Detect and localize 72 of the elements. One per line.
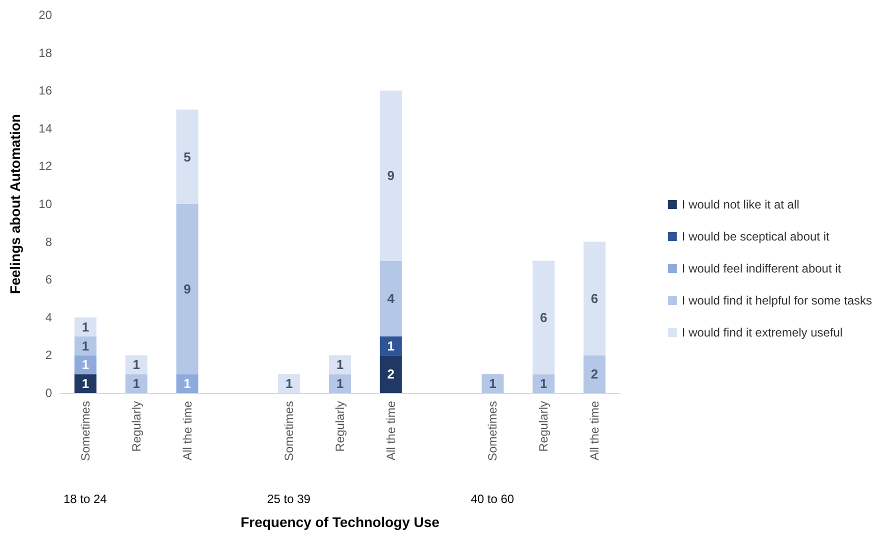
y-tick-label: 16 — [38, 84, 52, 98]
data-label: 1 — [82, 319, 90, 334]
y-tick-label: 0 — [45, 386, 52, 400]
legend-label: I would be sceptical about it — [682, 230, 830, 244]
data-label: 1 — [489, 376, 496, 392]
data-label: 1 — [82, 376, 90, 392]
bar — [176, 110, 198, 204]
data-label: 1 — [387, 338, 395, 354]
y-tick-label: 8 — [45, 234, 52, 249]
bar — [584, 242, 606, 356]
y-axis-title: Feelings about Automation — [7, 114, 23, 294]
bar — [380, 260, 402, 336]
y-tick-label: 12 — [38, 159, 52, 174]
x-tick-label: Sometimes — [282, 401, 296, 462]
bar — [74, 374, 96, 393]
y-tick-label: 14 — [38, 121, 52, 136]
y-tick-label: 6 — [45, 272, 52, 287]
text: 18 to 24 — [63, 492, 108, 506]
bar — [176, 374, 198, 393]
bar — [176, 204, 198, 374]
bar — [329, 355, 351, 374]
data-label: 1 — [285, 376, 293, 392]
bar — [125, 374, 148, 393]
x-tick-label: Regularly — [333, 401, 347, 452]
data-label: 9 — [387, 168, 395, 184]
legend-label: I would feel indifferent about it — [682, 262, 842, 276]
data-label: 1 — [132, 376, 140, 392]
x-tick-label: All the time — [180, 400, 194, 460]
bar — [125, 355, 148, 374]
data-label: 1 — [336, 376, 344, 392]
x-tick-label: Sometimes — [78, 401, 92, 462]
bar — [380, 336, 402, 356]
data-label: 1 — [132, 357, 140, 372]
data-label: 4 — [387, 291, 396, 306]
legend-label: I would not like it at all — [682, 198, 800, 212]
x-tick-label: All the time — [588, 400, 602, 460]
data-label: 5 — [184, 149, 191, 164]
bar — [74, 336, 96, 356]
text: 25 to 39 — [267, 492, 311, 506]
x-tick-label: Regularly — [536, 401, 551, 452]
bar — [74, 317, 96, 336]
x-tick-label: Regularly — [129, 401, 144, 452]
y-tick-label: 4 — [45, 310, 52, 324]
y-tick-label: 20 — [38, 8, 52, 22]
bar — [532, 260, 555, 374]
bar — [380, 355, 402, 393]
data-label: 1 — [82, 357, 90, 372]
data-label: 6 — [590, 291, 598, 306]
y-tick-label: 10 — [38, 197, 52, 211]
bar — [482, 374, 504, 393]
data-label: 1 — [184, 376, 191, 392]
y-tick-label: 2 — [45, 348, 52, 362]
text: 40 to 60 — [470, 492, 514, 506]
y-tick-label: 18 — [38, 46, 52, 60]
bar — [329, 374, 351, 393]
bar — [380, 90, 402, 261]
bar — [74, 355, 96, 374]
x-tick-label: All the time — [384, 400, 398, 460]
data-label: 2 — [590, 366, 598, 382]
x-axis-title: Frequency of Technology Use — [240, 514, 440, 530]
data-label: 6 — [540, 310, 548, 325]
data-label: 1 — [336, 357, 344, 372]
data-label: 9 — [184, 282, 191, 297]
data-label: 1 — [540, 376, 548, 392]
x-tick-label: Sometimes — [486, 401, 500, 462]
bar — [278, 374, 300, 393]
data-label: 2 — [387, 366, 395, 382]
legend-label: I would find it helpful for some tasks — [682, 294, 872, 308]
bar — [532, 374, 555, 393]
legend-label: I would find it extremely useful — [682, 326, 843, 340]
data-label: 1 — [82, 338, 90, 354]
bar — [584, 355, 606, 393]
